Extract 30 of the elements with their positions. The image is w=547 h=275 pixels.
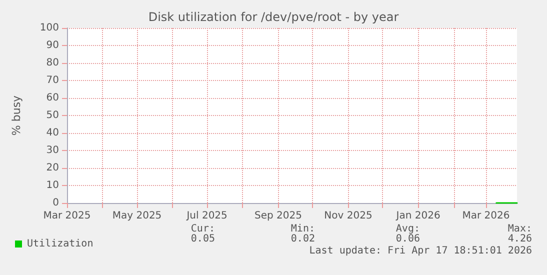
y-axis-title: % busy bbox=[10, 94, 23, 136]
y-tick-label: 40 bbox=[46, 128, 59, 138]
text: 4.26 bbox=[508, 234, 532, 244]
text: Cur: bbox=[190, 224, 215, 234]
y-tick-label: 90 bbox=[46, 40, 59, 51]
text: 0.05 bbox=[190, 234, 215, 244]
x-tick-label: Nov 2025 bbox=[324, 210, 372, 222]
x-tick-label: Jan 2026 bbox=[395, 210, 440, 222]
y-tick-label: 60 bbox=[46, 92, 59, 104]
y-tick-label: 70 bbox=[46, 75, 59, 86]
y-tick-label: 10 bbox=[46, 180, 59, 191]
text: 0.06 bbox=[396, 234, 420, 244]
y-tick-label: 20 bbox=[46, 162, 59, 174]
text: Avg: bbox=[396, 224, 420, 234]
y-tick-label: 0 bbox=[52, 198, 59, 208]
x-tick-label: Jul 2025 bbox=[186, 210, 228, 222]
y-tick-label: 100 bbox=[40, 22, 59, 34]
x-tick-label: Mar 2026 bbox=[462, 210, 510, 222]
text: Min: bbox=[290, 224, 315, 234]
chart-title: Disk utilization for /dev/pve/root - by year bbox=[148, 10, 399, 24]
text: Max: bbox=[508, 224, 532, 234]
y-tick-label: 80 bbox=[46, 58, 59, 68]
x-tick-label: Sep 2025 bbox=[254, 210, 302, 222]
text: 0.02 bbox=[290, 234, 315, 244]
y-tick-label: 30 bbox=[46, 145, 59, 156]
text: Last update: Fri Apr 17 18:51:01 2026 bbox=[309, 246, 532, 256]
legend-label: Utilization bbox=[27, 238, 94, 250]
y-tick-label: 50 bbox=[46, 110, 59, 121]
x-tick-label: Mar 2025 bbox=[43, 210, 91, 222]
x-tick-label: May 2025 bbox=[112, 210, 162, 222]
